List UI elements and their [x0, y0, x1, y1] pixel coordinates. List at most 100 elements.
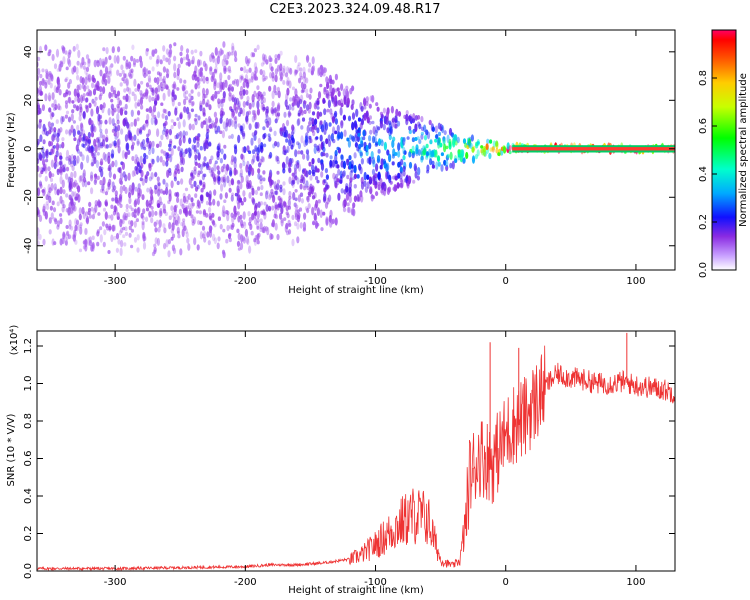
spectrum-point	[113, 132, 117, 137]
spectrum-point	[101, 60, 105, 69]
spectrum-point	[213, 176, 217, 182]
spectrum-point	[208, 190, 212, 200]
spectrum-point	[81, 129, 86, 136]
spectrum-point	[211, 55, 215, 59]
spectrum-point	[486, 138, 490, 145]
spectrum-point	[325, 138, 329, 145]
spectrum-point	[68, 49, 72, 55]
spectrum-point	[50, 212, 54, 220]
spectrum-point	[339, 170, 343, 178]
spectrum-point	[220, 148, 224, 155]
spectrum-point	[283, 217, 287, 222]
spectrum-point	[173, 216, 177, 226]
spectrum-point	[213, 189, 217, 196]
spectrum-point	[67, 82, 71, 89]
spectrum-point	[228, 83, 233, 88]
spectrum-point	[156, 76, 160, 85]
spectrum-point	[125, 142, 129, 152]
spectrum-point	[108, 65, 112, 74]
spectrum-point	[262, 210, 266, 216]
spectrum-point	[93, 59, 97, 68]
spectrum-point	[233, 156, 237, 164]
spectrum-point	[170, 228, 174, 234]
spectrum-point	[167, 88, 171, 97]
spectrum-point	[325, 152, 329, 158]
spectrum-point	[313, 146, 317, 154]
spectrum-point	[256, 44, 260, 51]
spectrum-point	[287, 229, 292, 235]
spectrum-point	[73, 65, 77, 73]
spectrum-point	[300, 135, 304, 144]
bottom-y-tick-label: 0.4	[23, 488, 34, 504]
spectrum-point	[246, 238, 250, 246]
spectrum-point	[311, 56, 315, 65]
spectrum-point	[208, 158, 212, 165]
spectrum-point	[183, 79, 187, 84]
spectrum-point	[150, 189, 154, 196]
spectrum-point	[181, 157, 185, 166]
spectrum-point	[299, 71, 303, 78]
spectrum-point	[263, 211, 267, 216]
spectrum-point	[240, 153, 244, 160]
spectrum-point	[199, 67, 203, 72]
spectrum-point	[217, 216, 221, 221]
spectrum-point	[104, 211, 108, 220]
spectrum-point	[71, 109, 75, 114]
spectrum-point	[193, 180, 197, 188]
spectrum-point	[113, 107, 117, 113]
spectrum-point	[221, 58, 225, 67]
spectrum-point	[136, 234, 140, 241]
spectrum-point	[76, 223, 80, 232]
spectrum-point	[214, 130, 218, 135]
spectrum-point	[136, 140, 140, 145]
spectrum-point	[122, 234, 126, 239]
spectrum-point	[161, 129, 166, 136]
spectrum-point	[101, 104, 105, 114]
spectrum-point	[284, 149, 288, 154]
spectrum-point	[285, 211, 289, 216]
spectrum-point	[78, 224, 83, 229]
spectrum-point	[142, 234, 146, 239]
spectrum-point	[205, 88, 209, 96]
bottom-x-tick-label: -200	[234, 577, 257, 588]
spectrum-point	[98, 94, 102, 101]
spectrum-point	[322, 99, 326, 104]
spectrum-point	[82, 65, 86, 70]
spectrum-point	[216, 151, 220, 158]
spectrum-point	[114, 93, 118, 99]
spectrum-point	[72, 158, 77, 167]
spectrum-point	[177, 121, 181, 130]
spectrum-point	[151, 49, 155, 57]
colorbar-tick-label: 0.4	[698, 166, 709, 182]
spectrum-point	[162, 66, 166, 73]
spectrum-point	[297, 194, 301, 203]
top-x-tick-label: -100	[364, 276, 387, 287]
spectrum-point	[184, 207, 188, 214]
spectrum-point	[168, 128, 172, 136]
spectrum-point	[452, 140, 456, 148]
spectrum-point	[331, 159, 336, 168]
spectrum-point	[254, 189, 258, 195]
spectrum-point	[169, 153, 173, 163]
spectrum-point	[65, 76, 69, 81]
spectrum-point	[162, 45, 166, 52]
spectrum-point	[411, 137, 415, 143]
spectrum-point	[64, 103, 69, 109]
spectrum-point	[151, 66, 155, 72]
spectrum-point	[314, 137, 318, 141]
spectrum-point	[164, 211, 168, 216]
spectrum-point	[78, 213, 82, 221]
spectrum-point	[94, 96, 98, 101]
spectrum-point	[300, 81, 304, 89]
spectrum-point	[133, 134, 137, 141]
spectrum-point	[121, 162, 125, 170]
spectrum-point	[42, 188, 46, 197]
spectrum-point	[294, 94, 298, 99]
spectrum-point	[137, 99, 141, 107]
spectrum-point	[280, 207, 284, 215]
spectrum-point	[265, 190, 269, 195]
spectrum-point	[350, 104, 354, 110]
spectrum-point	[45, 72, 49, 80]
spectrum-point	[108, 91, 112, 99]
spectrum-point	[233, 213, 237, 220]
